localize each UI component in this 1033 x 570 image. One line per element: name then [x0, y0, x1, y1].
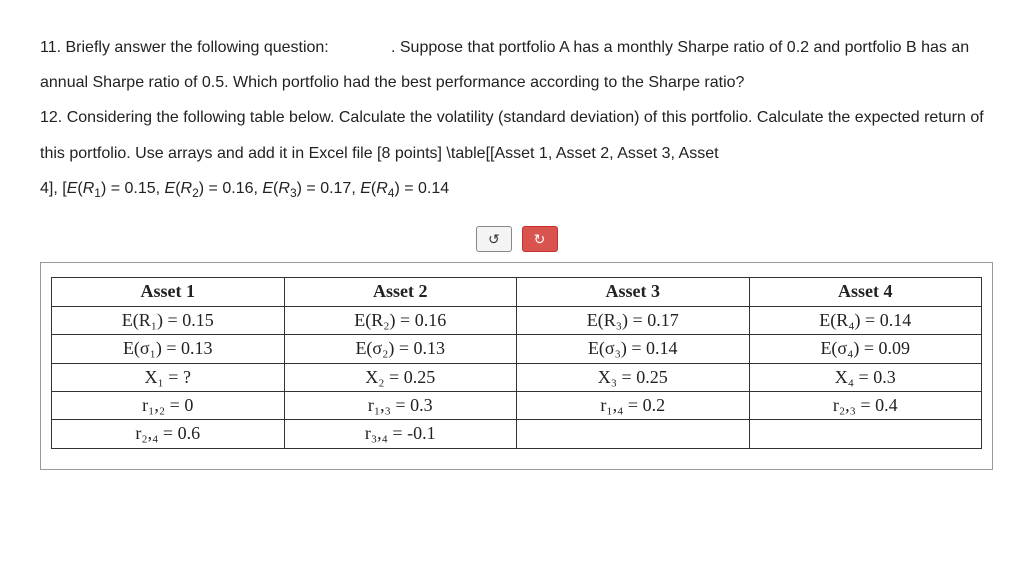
formula-line: 4], [E(R1) = 0.15, E(R2) = 0.16, E(R3) =… — [40, 171, 993, 207]
header-asset-1: Asset 1 — [52, 278, 285, 306]
header-asset-2: Asset 2 — [284, 278, 517, 306]
cell: r₁,₃ = 0.3 — [284, 391, 517, 419]
cell: E(σ₃) = 0.14 — [517, 335, 750, 363]
q11-gap — [329, 39, 391, 56]
table-row: E(R₁) = 0.15 E(R₂) = 0.16 E(R₃) = 0.17 E… — [52, 306, 982, 334]
formula-eq1: = — [106, 180, 124, 197]
cell: X₂ = 0.25 — [284, 363, 517, 391]
cell: X₃ = 0.25 — [517, 363, 750, 391]
formula-v1: 0.15 — [125, 180, 156, 197]
formula-eq3: = — [302, 180, 320, 197]
cell — [517, 420, 750, 448]
table-body: E(R₁) = 0.15 E(R₂) = 0.16 E(R₃) = 0.17 E… — [52, 306, 982, 448]
formula-prefix: 4], [ — [40, 180, 67, 197]
cell: X₄ = 0.3 — [749, 363, 982, 391]
formula-s2: 2 — [192, 186, 199, 200]
table-row: r₂,₄ = 0.6 r₃,₄ = -0.1 — [52, 420, 982, 448]
header-asset-3: Asset 3 — [517, 278, 750, 306]
table-container: Asset 1 Asset 2 Asset 3 Asset 4 E(R₁) = … — [40, 262, 993, 469]
formula-e1: E — [67, 180, 78, 197]
table-row: X₁ = ? X₂ = 0.25 X₃ = 0.25 X₄ = 0.3 — [52, 363, 982, 391]
header-asset-4: Asset 4 — [749, 278, 982, 306]
redo-button[interactable]: ↻ — [522, 226, 558, 252]
formula-v3: 0.17 — [320, 180, 351, 197]
table-header-row: Asset 1 Asset 2 Asset 3 Asset 4 — [52, 278, 982, 306]
cell: E(R₃) = 0.17 — [517, 306, 750, 334]
formula-e3: E — [262, 180, 273, 197]
cell: E(σ₁) = 0.13 — [52, 335, 285, 363]
cell: r₂,₄ = 0.6 — [52, 420, 285, 448]
cell: E(R₁) = 0.15 — [52, 306, 285, 334]
formula-eq4: = — [400, 180, 418, 197]
cell: r₁,₂ = 0 — [52, 391, 285, 419]
control-bar: ↻ ↻ — [40, 226, 993, 252]
table-row: r₁,₂ = 0 r₁,₃ = 0.3 r₁,₄ = 0.2 r₂,₃ = 0.… — [52, 391, 982, 419]
formula-r2: R — [181, 180, 193, 197]
formula-r3: R — [278, 180, 290, 197]
formula-c1: , — [156, 180, 165, 197]
cell: E(σ₂) = 0.13 — [284, 335, 517, 363]
cell: E(R₂) = 0.16 — [284, 306, 517, 334]
q11-label: 11. Briefly answer the following questio… — [40, 39, 329, 56]
cell — [749, 420, 982, 448]
table-row: E(σ₁) = 0.13 E(σ₂) = 0.13 E(σ₃) = 0.14 E… — [52, 335, 982, 363]
cell: E(R₄) = 0.14 — [749, 306, 982, 334]
cell: r₂,₃ = 0.4 — [749, 391, 982, 419]
formula-eq2: = — [204, 180, 222, 197]
formula-s3: 3 — [290, 186, 297, 200]
cell: r₃,₄ = -0.1 — [284, 420, 517, 448]
formula-v2: 0.16 — [222, 180, 253, 197]
formula-r4: R — [376, 180, 388, 197]
undo-button[interactable]: ↻ — [476, 226, 512, 252]
formula-e4: E — [360, 180, 371, 197]
formula-s1: 1 — [94, 186, 101, 200]
q12-text: 12. Considering the following table belo… — [40, 109, 984, 161]
formula-c3: , — [351, 180, 360, 197]
asset-table: Asset 1 Asset 2 Asset 3 Asset 4 E(R₁) = … — [51, 277, 982, 448]
cell: E(σ₄) = 0.09 — [749, 335, 982, 363]
cell: X₁ = ? — [52, 363, 285, 391]
formula-e2: E — [165, 180, 176, 197]
formula-r1: R — [83, 180, 95, 197]
undo-icon: ↻ — [488, 224, 500, 255]
redo-icon: ↻ — [534, 224, 546, 255]
formula-v4: 0.14 — [418, 180, 449, 197]
question-block: 11. Briefly answer the following questio… — [40, 30, 993, 171]
cell: r₁,₄ = 0.2 — [517, 391, 750, 419]
